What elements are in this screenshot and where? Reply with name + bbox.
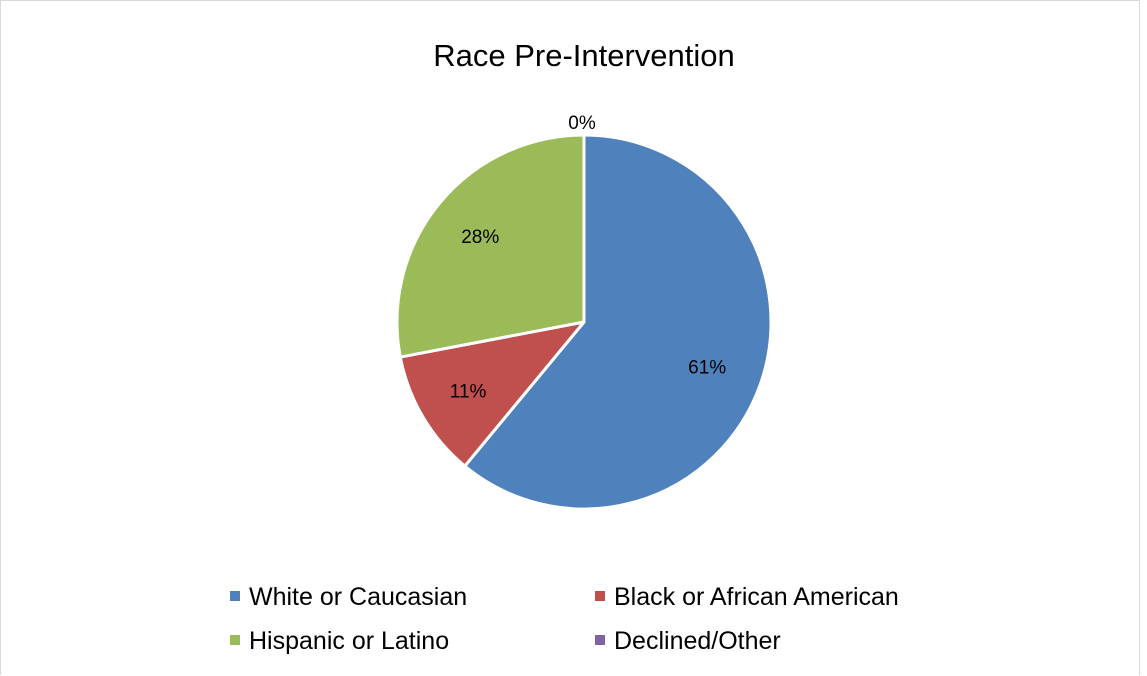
legend-item-hispanic-or-latino: Hispanic or Latino — [230, 627, 449, 655]
legend-item-black-or-african-american: Black or African American — [595, 583, 899, 611]
pie-slice-hispanic-or-latino — [395, 133, 586, 359]
legend-swatch-white-or-caucasian — [230, 591, 240, 601]
legend-label-white-or-caucasian: White or Caucasian — [249, 583, 467, 611]
slice-labels: 61% 11% 28% 0% — [450, 113, 726, 403]
legend-label-hispanic-or-latino: Hispanic or Latino — [249, 627, 449, 655]
pie-slice-black-or-african-american — [398, 320, 586, 468]
legend-swatch-hispanic-or-latino — [230, 635, 240, 645]
legend-label-black-or-african-american: Black or African American — [614, 583, 899, 611]
legend-item-declined-other: Declined/Other — [595, 627, 781, 655]
legend: White or Caucasian Black or African Ameri… — [230, 583, 899, 655]
data-label-hispanic-or-latino: 28% — [461, 227, 499, 248]
data-label-white-or-caucasian: 61% — [688, 357, 726, 378]
data-label-black-or-african-american: 11% — [450, 382, 487, 403]
legend-swatch-black-or-african-american — [595, 591, 605, 601]
legend-item-white-or-caucasian: White or Caucasian — [230, 583, 467, 611]
pie-slice-white-or-caucasian — [463, 133, 773, 511]
legend-swatch-declined-other — [595, 635, 605, 645]
data-label-declined-other: 0% — [568, 113, 596, 134]
pie-slices — [395, 133, 773, 511]
chart-title: Race Pre-Intervention — [433, 38, 735, 73]
legend-label-declined-other: Declined/Other — [614, 627, 781, 655]
